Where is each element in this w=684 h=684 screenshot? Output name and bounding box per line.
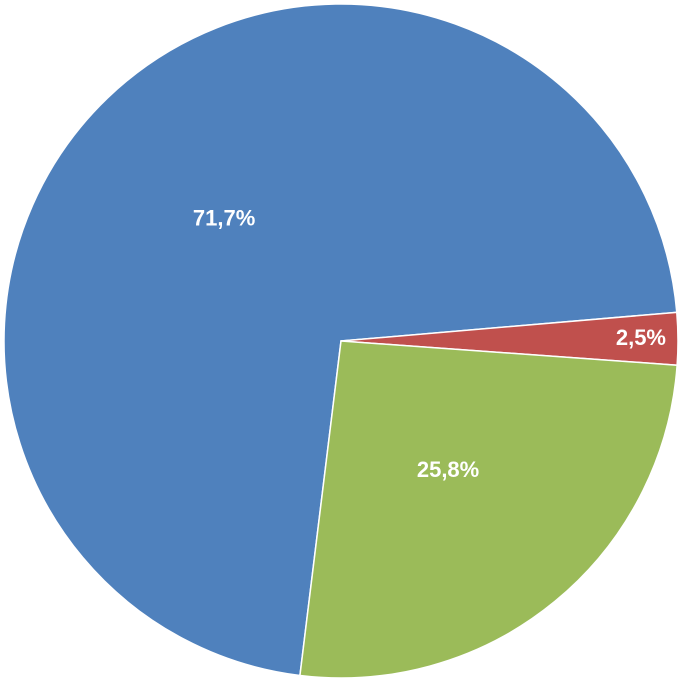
pie-slice	[3, 3, 678, 677]
data-label: 25,8%	[417, 457, 479, 482]
pie-slice	[299, 340, 678, 679]
data-label: 71,7%	[193, 205, 255, 230]
data-label: 2,5%	[616, 325, 666, 350]
